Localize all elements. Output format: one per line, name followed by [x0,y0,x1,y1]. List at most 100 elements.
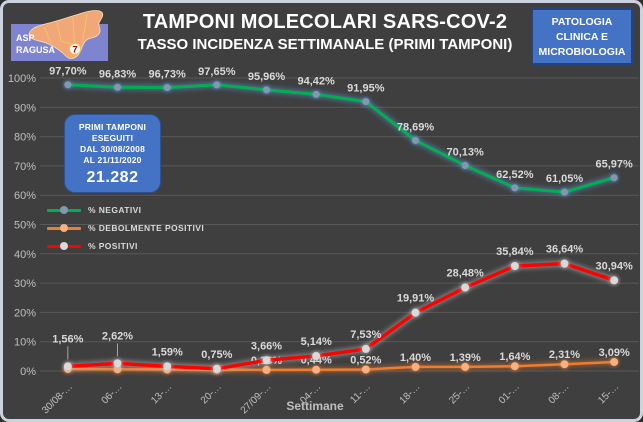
data-point-marker [411,308,420,317]
y-axis-tick-label: 70% [14,161,36,173]
data-point-label: 62,52% [496,169,534,181]
data-point-marker [510,362,519,371]
legend-label: % NEGATIVI [88,205,142,215]
legend-marker-dot [60,224,68,232]
x-axis-tick-label: 13-… [149,381,174,406]
logo-org-line2: RAGUSA [16,45,56,55]
chart-header: TAMPONI MOLECOLARI SARS-COV-2 TASSO INCI… [115,10,535,55]
data-point-marker [212,365,221,374]
y-axis-tick-label: 30% [14,278,36,290]
y-axis-tick-label: 20% [14,307,36,319]
data-point-marker [461,162,469,170]
data-point-label: 30,94% [596,260,634,272]
data-point-label: 1,39% [450,352,481,364]
data-point-label: 0,75% [201,349,232,361]
y-axis-tick-label: 50% [14,220,36,232]
legend-marker-dot [60,242,68,250]
data-point-marker [411,362,420,371]
data-point-label: 1,40% [400,352,431,364]
legend-label: % POSITIVI [88,241,138,251]
logo-org-line1: ASP [16,33,35,43]
data-point-marker [510,261,519,270]
data-point-label: 97,65% [198,66,236,78]
data-point-marker [312,90,320,98]
data-point-marker [461,362,470,371]
data-point-marker [312,365,321,374]
data-point-label: 28,48% [447,268,485,280]
callout-line: ESEGUITI [91,133,134,143]
asp-ragusa-logo: 7 ASP RAGUSA [11,8,108,61]
data-point-marker [114,83,121,91]
data-point-label: 94,42% [298,75,336,87]
data-point-marker [361,344,370,353]
data-point-label: 7,53% [350,329,381,341]
data-point-marker [63,364,72,373]
data-point-label: 65,97% [596,159,634,171]
data-point-marker [213,81,221,89]
department-line: PATOLOGIA [551,15,613,28]
y-axis-tick-label: 90% [14,102,36,114]
legend-line-swatch [47,224,81,232]
x-axis-title: Settimane [286,399,344,413]
legend-item-positivi: % POSITIVI [47,237,204,255]
data-point-marker [461,283,470,292]
data-point-label: 1,59% [152,346,183,358]
department-box: PATOLOGIA CLINICA E MICROBIOLOGIA [531,8,633,65]
data-point-label: 5,14% [301,336,332,348]
data-point-label: 0,44% [301,355,332,367]
x-axis-tick-label: 11-… [348,381,373,406]
data-point-label: 19,91% [397,293,435,305]
data-point-marker [163,362,172,371]
data-point-label: 0,52% [350,354,381,366]
data-point-marker [560,259,569,268]
department-line: MICROBIOLOGIA [538,45,626,58]
x-axis-tick-label: 08-… [547,381,572,406]
series-line-2 [66,261,616,371]
y-axis-tick-label: 60% [14,190,36,202]
series-line-1 [66,360,616,372]
data-point-label: 35,84% [496,246,534,258]
legend-item-debolmente-positivi: % DEBOLMENTE POSITIVI [47,219,204,237]
data-point-label: 3,66% [251,340,282,352]
data-point-marker [113,359,122,368]
x-axis-tick-label: 15-… [596,381,621,406]
data-point-marker [64,81,72,89]
data-point-marker [561,188,568,196]
legend-label: % DEBOLMENTE POSITIVI [88,223,205,233]
legend-marker-dot [60,206,68,214]
y-axis-tick-label: 80% [14,132,36,144]
chart-title: TAMPONI MOLECOLARI SARS-COV-2 [142,11,508,33]
x-axis-tick-label: 18-… [398,381,423,406]
x-axis-tick-label: 30/08-… [40,381,75,416]
data-point-marker [362,98,370,106]
data-point-label: 97,70% [49,66,87,78]
data-point-marker [560,360,569,369]
callout-line: DAL 30/08/2008 [79,144,146,154]
data-point-marker [113,365,122,374]
data-point-label: 36,64% [546,244,584,256]
y-axis-tick-label: 100% [8,73,36,85]
data-point-label: 2,31% [549,349,580,361]
data-point-label: 96,73% [149,69,187,81]
data-point-label: 95,96% [248,71,286,83]
data-point-label: 0,38% [251,355,282,367]
data-point-label: 3,09% [599,347,630,359]
data-point-label: 91,95% [347,83,385,95]
data-point-marker [212,364,221,373]
sicily-map-icon: 7 ASP RAGUSA [11,10,108,61]
data-point-marker [262,365,271,374]
department-line: CLINICA E [555,30,609,43]
data-point-marker [610,174,618,182]
legend-line-swatch [47,206,81,214]
data-point-marker [412,136,419,144]
data-point-marker [263,86,270,94]
legend-item-negativi: % NEGATIVI [47,201,204,219]
callout-line: PRIMI TAMPONI [78,122,147,132]
y-axis-tick-label: 10% [14,337,36,349]
total-swabs-value: 21.282 [86,169,139,186]
data-point-label: 1,56% [52,333,83,345]
data-point-marker [610,357,619,366]
x-axis-tick-label: 27/09-… [239,381,274,416]
legend-line-swatch [47,242,81,250]
